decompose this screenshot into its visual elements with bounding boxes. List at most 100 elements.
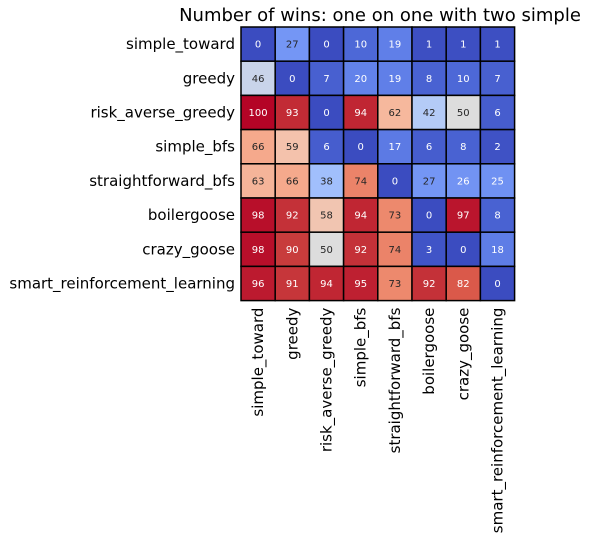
cell-value-label: 10 — [457, 74, 470, 85]
cell-value-label: 0 — [358, 142, 364, 153]
cell-value-label: 7 — [323, 74, 329, 85]
heatmap-cell — [308, 231, 345, 268]
x-tick-label: smart_reinforcement_learning — [489, 308, 508, 534]
x-tick-label: boilergoose — [420, 308, 438, 395]
cell-value-label: 27 — [286, 40, 299, 51]
cell-value-label: 97 — [457, 211, 470, 222]
cell-value-label: 6 — [494, 108, 500, 119]
cell-value-label: 18 — [491, 245, 504, 256]
cell-value-label: 1 — [460, 40, 466, 51]
cell-value-label: 95 — [354, 279, 367, 290]
cell-value-label: 100 — [249, 108, 268, 119]
cell-value-label: 19 — [389, 74, 402, 85]
cell-value-label: 90 — [286, 245, 299, 256]
heatmap-cell — [411, 197, 447, 233]
cell-value-label: 19 — [389, 40, 402, 51]
heatmap-cell — [342, 163, 379, 199]
cell-value-label: 91 — [286, 279, 299, 290]
y-tick-label: boilergoose — [148, 206, 235, 224]
cell-value-label: 0 — [392, 176, 398, 187]
heatmap-cell — [377, 197, 413, 233]
cell-value-label: 2 — [494, 142, 500, 153]
heatmap-cell — [411, 265, 447, 302]
cell-value-label: 25 — [491, 176, 504, 187]
cell-value-label: 10 — [354, 40, 367, 51]
cell-value-label: 20 — [354, 74, 367, 85]
cell-value-label: 98 — [252, 211, 265, 222]
heatmap-cell — [377, 128, 413, 165]
cell-value-label: 1 — [494, 40, 500, 51]
heatmap-cell — [274, 60, 311, 97]
cell-value-label: 82 — [457, 279, 470, 290]
heatmap-cell — [411, 94, 447, 131]
cell-value-label: 59 — [286, 142, 299, 153]
heatmap-cell — [377, 265, 413, 302]
cell-value-label: 66 — [252, 142, 265, 153]
cell-value-label: 73 — [389, 211, 402, 222]
cell-value-label: 6 — [426, 142, 432, 153]
cell-value-label: 74 — [389, 245, 402, 256]
cell-value-label: 92 — [286, 211, 299, 222]
cell-value-label: 50 — [457, 108, 470, 119]
y-tick-label: smart_reinforcement_learning — [9, 275, 235, 294]
heatmap-cell — [274, 231, 311, 268]
heatmap-cell — [308, 128, 345, 165]
cell-value-label: 58 — [320, 211, 333, 222]
cell-value-label: 6 — [323, 142, 329, 153]
x-tick-label: simple_bfs — [352, 307, 371, 387]
cell-value-label: 93 — [286, 108, 299, 119]
chart-title: Number of wins: one on one with two simp… — [179, 5, 581, 26]
y-tick-label: simple_bfs — [155, 138, 235, 157]
x-tick-label: straightforward_bfs — [386, 307, 405, 453]
x-tick-label: crazy_goose — [454, 308, 473, 401]
cell-value-label: 62 — [389, 108, 402, 119]
cell-value-label: 66 — [286, 176, 299, 187]
heatmap-cell — [479, 94, 516, 131]
cell-value-label: 0 — [255, 40, 261, 51]
cell-value-label: 50 — [320, 245, 333, 256]
cell-value-label: 63 — [252, 176, 265, 187]
heatmap-cell — [240, 94, 276, 131]
cell-value-label: 17 — [389, 142, 402, 153]
cell-value-label: 0 — [426, 211, 432, 222]
cell-value-label: 3 — [426, 245, 432, 256]
y-tick-label: risk_averse_greedy — [90, 104, 235, 123]
cell-value-label: 0 — [323, 40, 329, 51]
cell-value-label: 0 — [460, 245, 466, 256]
cell-value-label: 27 — [423, 176, 436, 187]
y-tick-label: straightforward_bfs — [89, 172, 235, 191]
heatmap-cell — [479, 231, 516, 268]
cell-value-label: 1 — [426, 40, 432, 51]
heatmap-cell — [445, 128, 482, 165]
heatmap-cell — [479, 26, 516, 62]
cell-value-label: 7 — [494, 74, 500, 85]
y-tick-label: greedy — [183, 69, 235, 87]
cell-value-label: 92 — [423, 279, 436, 290]
cell-value-label: 94 — [354, 211, 367, 222]
cell-value-label: 8 — [494, 211, 500, 222]
cell-value-label: 0 — [323, 108, 329, 119]
heatmap-cell — [479, 197, 516, 233]
heatmap-cell — [240, 265, 276, 302]
heatmap-cell — [342, 94, 379, 131]
heatmap-cell — [308, 265, 345, 302]
heatmap-cell — [479, 265, 516, 302]
y-tick-label: crazy_goose — [142, 240, 235, 259]
cell-value-label: 8 — [460, 142, 466, 153]
cell-value-label: 94 — [354, 108, 367, 119]
cell-value-label: 26 — [457, 176, 470, 187]
cell-value-label: 94 — [320, 279, 333, 290]
cell-value-label: 92 — [354, 245, 367, 256]
heatmap-cell — [479, 60, 516, 97]
x-tick-labels: simple_toward greedy risk_averse_greedy sim… — [249, 307, 507, 533]
cell-value-label: 0 — [494, 279, 500, 290]
cell-value-label: 74 — [354, 176, 367, 187]
heatmap-cell — [445, 94, 482, 131]
heatmap-cell — [411, 231, 447, 268]
heatmap-cell — [342, 265, 379, 302]
x-tick-label: greedy — [283, 307, 301, 359]
heatmap-cell — [445, 231, 482, 268]
cell-value-label: 42 — [423, 108, 436, 119]
x-tick-label: simple_toward — [249, 308, 268, 417]
